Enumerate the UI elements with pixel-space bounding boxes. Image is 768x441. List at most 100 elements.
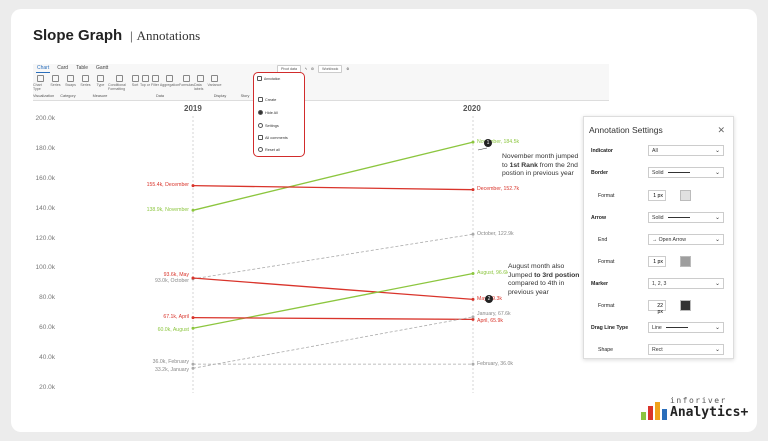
- data-point-december-end[interactable]: [471, 188, 475, 192]
- series-line-november[interactable]: [192, 141, 474, 211]
- annotation-menu-create[interactable]: Create: [258, 97, 276, 102]
- shape-label: Shape: [598, 347, 614, 353]
- gear-icon[interactable]: ⚙: [310, 67, 315, 71]
- data-point-may-start[interactable]: [191, 276, 195, 280]
- start-label-november: 138.9k, November: [146, 206, 189, 213]
- ribbon-right-tools: Pivot data ϟ ⚙ Workbook ⚙: [277, 65, 349, 73]
- data-point-february-end[interactable]: [471, 362, 475, 366]
- marker-color-swatch[interactable]: [680, 300, 691, 311]
- annotation-marker-1[interactable]: 1: [484, 139, 492, 147]
- series-button[interactable]: Series: [48, 75, 63, 91]
- border-color-swatch[interactable]: [680, 190, 691, 201]
- border-label: Border: [591, 170, 609, 176]
- annotation-menu-all-comments[interactable]: All comments: [258, 135, 288, 140]
- series-line-october[interactable]: [192, 233, 474, 280]
- end-label-october: October, 122.9k: [477, 230, 514, 237]
- close-icon[interactable]: ✕: [717, 125, 725, 135]
- arrow-label: Arrow: [591, 215, 606, 221]
- start-label-october: 93.0k, October: [154, 278, 189, 285]
- sort-icon: [131, 75, 139, 82]
- formulas-button[interactable]: Formulas: [179, 75, 194, 91]
- data-point-january-start[interactable]: [191, 366, 195, 370]
- workbook-button[interactable]: Workbook: [318, 65, 343, 73]
- data-point-august-end[interactable]: [471, 272, 475, 276]
- data-point-april-start[interactable]: [191, 316, 195, 320]
- data-point-august-start[interactable]: [191, 326, 195, 330]
- filter-button[interactable]: Filter: [150, 75, 160, 91]
- data-point-december-start[interactable]: [191, 184, 195, 188]
- marker-select[interactable]: 1, 2, 3 ⌄: [648, 278, 724, 289]
- end-label-february: February, 36.0k: [477, 360, 513, 367]
- annotation-menu-reset-all[interactable]: Reset all: [258, 147, 280, 152]
- series-line-august[interactable]: [192, 272, 474, 329]
- line-preview: [667, 217, 690, 219]
- y-tick-label: 120.0k: [35, 234, 55, 242]
- chevron-down-icon: ⌄: [714, 325, 720, 331]
- sort-button[interactable]: Sort: [130, 75, 140, 91]
- shape-select[interactable]: Rect ⌄: [648, 344, 724, 355]
- indicator-select[interactable]: All ⌄: [648, 145, 724, 156]
- tab-chart[interactable]: Chart: [36, 65, 51, 73]
- x-label-2019: 2019: [184, 104, 202, 113]
- arrow-style-select[interactable]: Solid ⌄: [648, 212, 724, 223]
- series-line-december[interactable]: [192, 185, 474, 191]
- conditional-formatting-button[interactable]: Conditional Formatting: [108, 75, 130, 91]
- title-separator: |: [130, 28, 133, 43]
- type-button[interactable]: Type: [93, 75, 108, 91]
- lightning-icon[interactable]: ϟ: [304, 67, 307, 71]
- chevron-down-icon: ⌄: [714, 170, 720, 176]
- end-label-august: August, 96.6k: [477, 270, 509, 277]
- top-n-button[interactable]: Top or: [140, 75, 150, 91]
- tab-gantt[interactable]: Gantt: [96, 65, 109, 71]
- start-label-december: 155.4k, December: [146, 182, 189, 189]
- indicator-label: Indicator: [591, 148, 613, 154]
- data-point-november-start[interactable]: [191, 208, 195, 212]
- annotation-box-2[interactable]: August month also Jumped to 3rd postion …: [508, 263, 584, 296]
- arrow-end-label: End: [598, 237, 608, 243]
- annotation-menu-hide-all[interactable]: Hide All: [258, 110, 278, 115]
- measure-series-button[interactable]: Series: [78, 75, 93, 91]
- variance-icon: [211, 75, 218, 82]
- series-line-january[interactable]: [192, 316, 474, 369]
- tab-card[interactable]: Card: [57, 65, 69, 71]
- y-tick-label: 140.0k: [35, 204, 55, 212]
- drag-line-select[interactable]: Line ⌄: [648, 322, 724, 333]
- marker-size-input[interactable]: 22 px: [648, 300, 666, 315]
- filter-icon: [151, 75, 159, 82]
- aggregation-button[interactable]: Aggregation: [160, 75, 179, 91]
- data-point-april-end[interactable]: [471, 317, 475, 321]
- data-point-october-end[interactable]: [471, 232, 475, 236]
- tab-table[interactable]: Table: [76, 65, 89, 71]
- start-label-may: 93.6k, May: [163, 271, 189, 278]
- y-tick-label: 200.0k: [35, 115, 55, 122]
- data-point-november-end[interactable]: [471, 140, 475, 144]
- series-line-may[interactable]: [192, 277, 474, 301]
- series-icon: [52, 75, 59, 82]
- annotation-menu-settings[interactable]: Settings: [258, 123, 279, 128]
- annotation-marker-2[interactable]: 2: [485, 295, 493, 303]
- annotation-settings-panel: Annotation Settings ✕ Indicator All ⌄ Bor…: [583, 116, 734, 359]
- arrow-width-input[interactable]: 1 px: [648, 256, 666, 267]
- ribbon-groups: Visualization Category Measure Data Disp…: [33, 94, 250, 98]
- x-label-2020: 2020: [463, 104, 481, 113]
- swap-icon: [67, 75, 74, 82]
- chevron-down-icon: ⌄: [714, 148, 720, 154]
- annotation-box-1[interactable]: November month jumped to 1st Rank from t…: [502, 153, 584, 181]
- annotation-menu-header[interactable]: Annotation: [257, 76, 280, 81]
- data-labels-button[interactable]: Data labels: [194, 75, 207, 91]
- series-line-april[interactable]: [192, 316, 474, 321]
- chevron-down-icon: ⌄: [714, 237, 720, 243]
- arrow-color-swatch[interactable]: [680, 256, 691, 267]
- border-style-select[interactable]: Solid ⌄: [648, 167, 724, 178]
- swaps-button[interactable]: Swaps: [63, 75, 78, 91]
- data-point-february-start[interactable]: [191, 362, 195, 366]
- settings-icon[interactable]: ⚙: [346, 67, 350, 71]
- border-width-input[interactable]: 1 px: [648, 190, 666, 201]
- chart-type-button[interactable]: Chart Type: [33, 75, 48, 91]
- data-point-january-end[interactable]: [471, 315, 475, 319]
- arrow-end-select[interactable]: → Open Arrow ⌄: [648, 234, 724, 245]
- data-point-may-end[interactable]: [471, 297, 475, 301]
- hide-icon: [258, 110, 263, 115]
- variance-button[interactable]: Variance: [207, 75, 222, 91]
- start-label-february: 36.0k, February: [152, 358, 189, 365]
